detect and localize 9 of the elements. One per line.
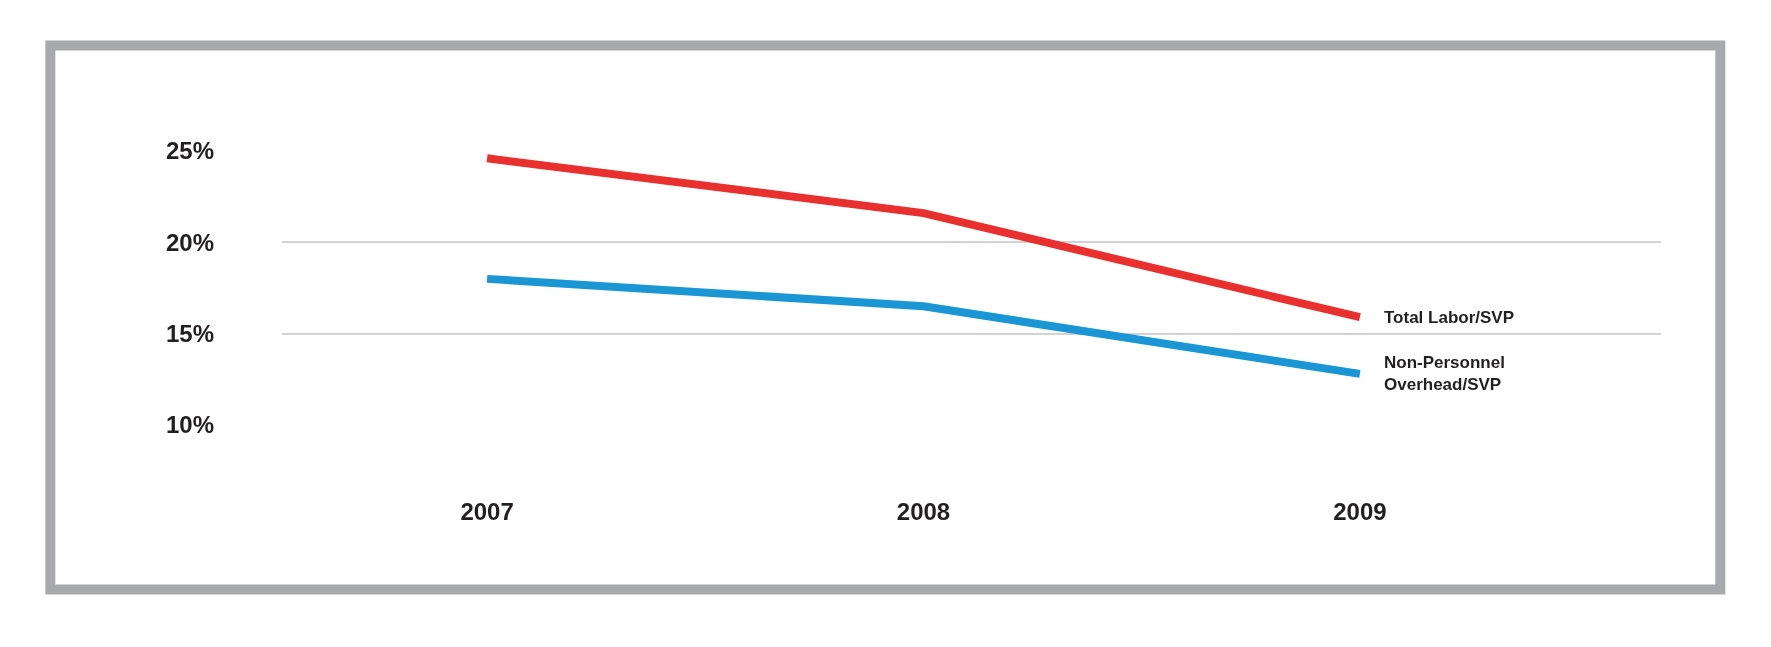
x-tick-label: 2008 [896, 498, 951, 525]
x-tick-label: 2007 [460, 498, 514, 525]
series-label: Non-Personnel Overhead/SVP [1384, 353, 1505, 395]
y-tick-label: 15% [165, 320, 214, 348]
x-tick-label: 2009 [1333, 498, 1387, 525]
y-tick-label: 20% [165, 228, 214, 256]
y-tick-label: 25% [165, 137, 214, 165]
series-label: Total Labor/SVP [1384, 308, 1515, 327]
y-tick-label: 10% [165, 411, 214, 439]
